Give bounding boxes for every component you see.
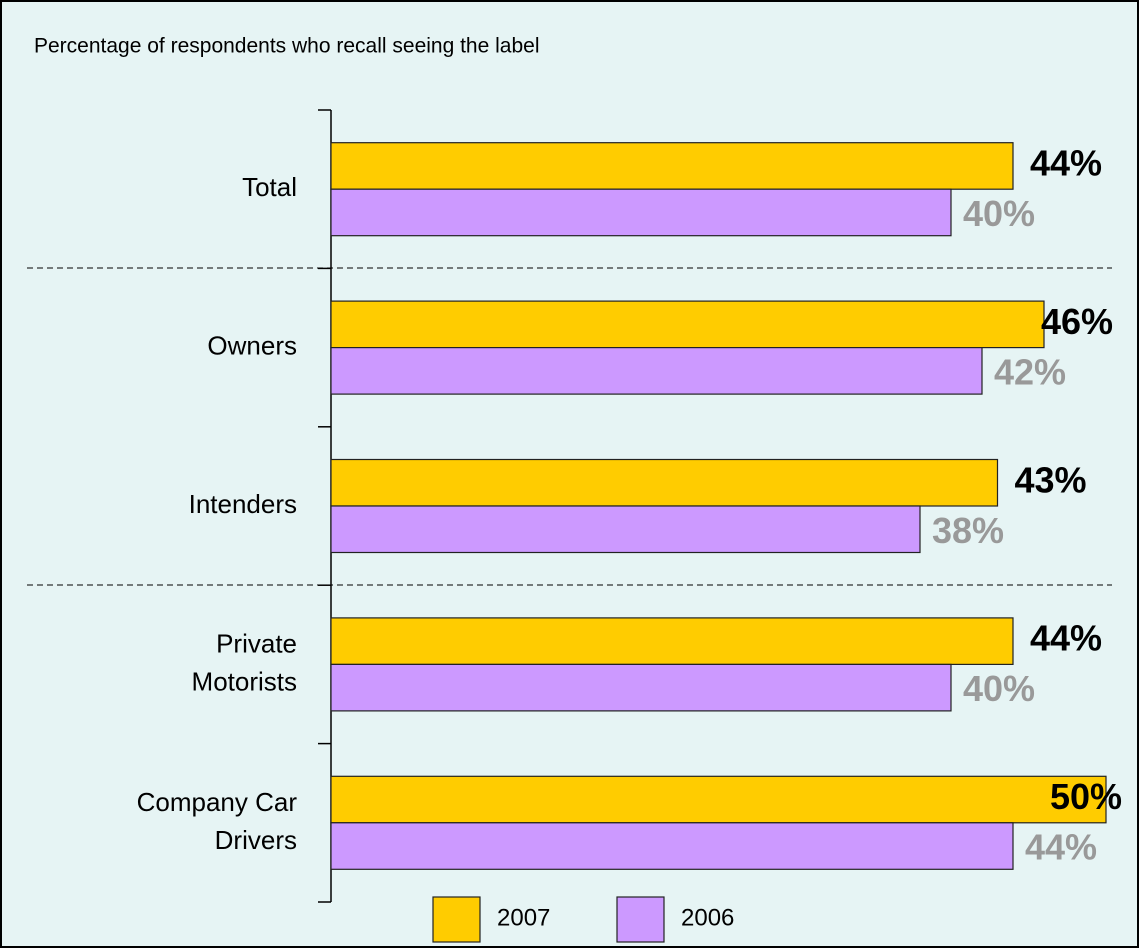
category-label: Private Motorists [192, 628, 297, 696]
bar [330, 188, 952, 237]
legend-swatch [432, 896, 481, 943]
legend-label: 2006 [681, 904, 734, 931]
value-label: 43% [1015, 459, 1087, 500]
value-label: 40% [963, 668, 1035, 709]
bar [330, 505, 921, 554]
bar [330, 617, 1014, 666]
value-label: 40% [963, 193, 1035, 234]
value-label: 38% [932, 510, 1004, 551]
bar [330, 663, 952, 712]
bar [330, 775, 1107, 824]
value-label: 44% [1030, 142, 1102, 183]
legend-label: 2007 [497, 904, 550, 931]
value-label: 44% [1030, 618, 1102, 659]
bar [330, 458, 999, 507]
value-label: 42% [994, 351, 1066, 392]
value-label: 50% [1050, 776, 1122, 817]
category-label: Intenders [189, 489, 297, 519]
bar [330, 142, 1014, 190]
category-label: Owners [207, 330, 297, 360]
chart-title: Percentage of respondents who recall see… [34, 35, 540, 58]
bar [330, 822, 1014, 870]
category-label: Company Car Drivers [137, 787, 298, 855]
value-label: 44% [1025, 827, 1097, 868]
category-label: Total [242, 172, 297, 202]
bar [330, 300, 1045, 349]
bar [330, 347, 983, 395]
legend-swatch [616, 896, 665, 943]
value-label: 46% [1041, 301, 1113, 342]
